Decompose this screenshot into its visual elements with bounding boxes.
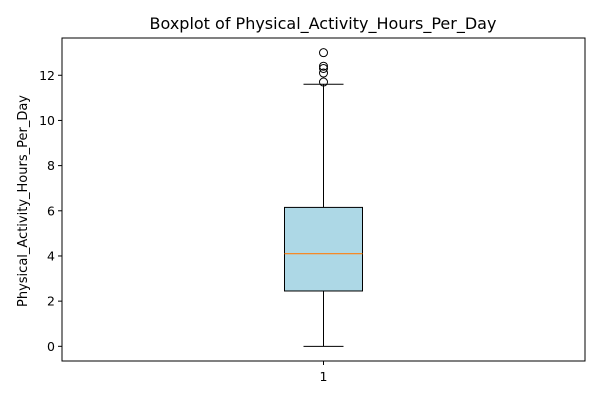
x-tick-label: 1 bbox=[320, 369, 328, 384]
y-tick-label: 0 bbox=[47, 339, 55, 354]
y-axis-label: Physical_Activity_Hours_Per_Day bbox=[16, 95, 31, 307]
outlier-point bbox=[319, 61, 328, 71]
y-tick-label: 12 bbox=[39, 68, 55, 83]
y-tick-label: 6 bbox=[47, 203, 55, 218]
plot-area: 0 2 4 6 8 10 12 1 bbox=[39, 48, 363, 384]
axes-frame bbox=[61, 37, 586, 362]
outlier-point bbox=[319, 77, 328, 87]
chart-title: Boxplot of Physical_Activity_Hours_Per_D… bbox=[150, 14, 497, 34]
iqr-box bbox=[284, 206, 363, 292]
y-tick-label: 8 bbox=[47, 158, 55, 173]
outlier-point bbox=[319, 68, 328, 78]
outlier-point bbox=[319, 48, 328, 58]
outlier-point bbox=[319, 63, 328, 73]
y-tick-label: 4 bbox=[47, 248, 55, 263]
y-tick-label: 2 bbox=[47, 294, 55, 309]
y-tick-label: 10 bbox=[39, 113, 55, 128]
